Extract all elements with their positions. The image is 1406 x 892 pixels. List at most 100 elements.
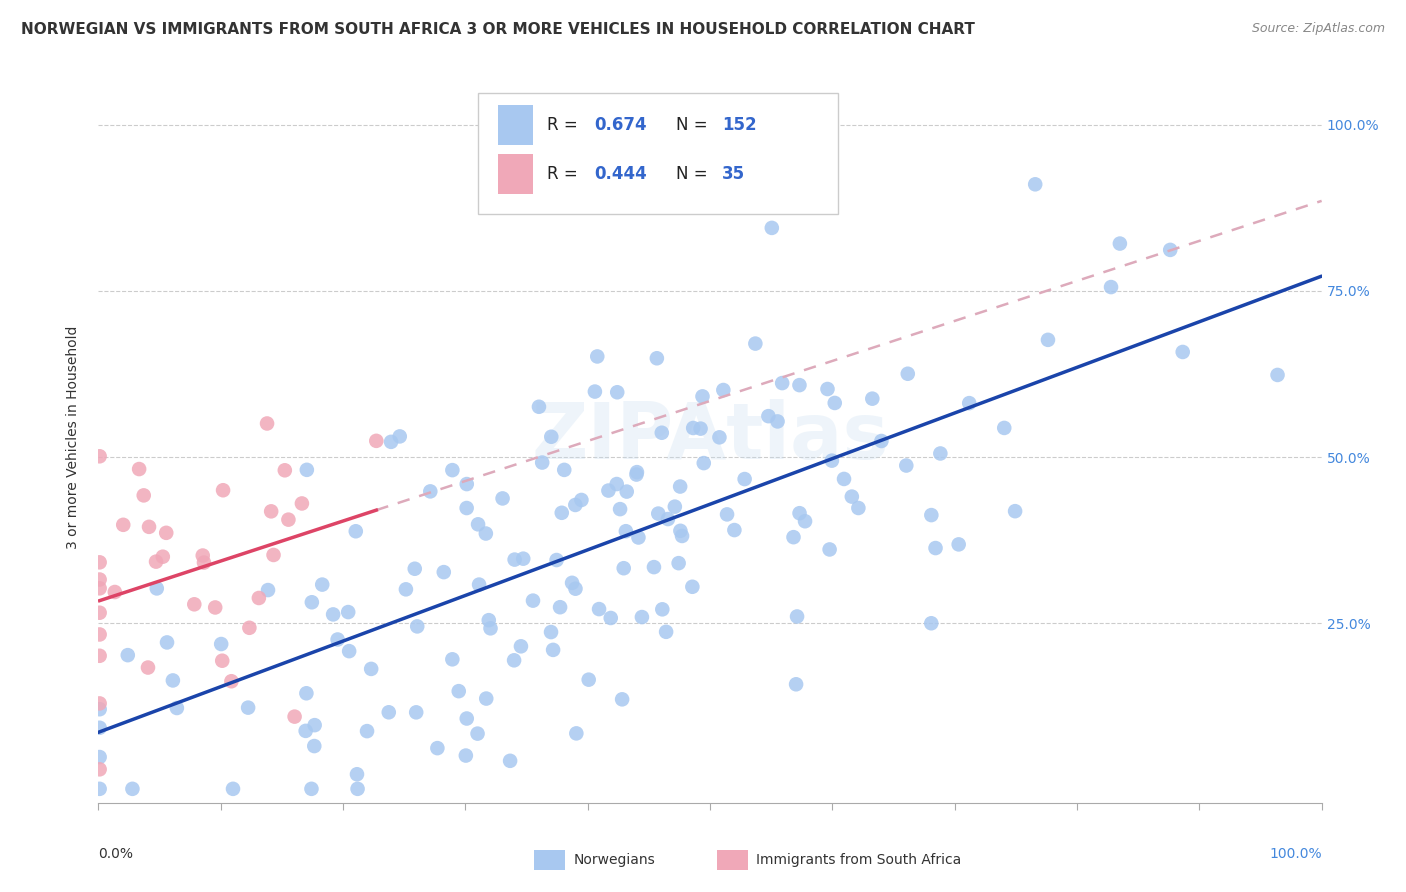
Point [1159, 243, 1181, 257]
Point [682, 421, 704, 435]
Point [162, 673, 184, 688]
Point [322, 607, 344, 622]
Point [121, 781, 143, 796]
Point [643, 560, 665, 574]
Point [626, 465, 648, 479]
Point [664, 500, 686, 514]
Point [512, 551, 534, 566]
Point [546, 553, 568, 567]
Point [578, 673, 600, 687]
Point [824, 396, 846, 410]
Point [132, 488, 155, 502]
Point [860, 392, 883, 406]
Point [553, 463, 575, 477]
Point [709, 430, 731, 444]
Point [693, 456, 716, 470]
Point [614, 524, 637, 539]
Point [821, 453, 844, 467]
Point [145, 555, 167, 569]
Point [655, 624, 678, 639]
Point [848, 501, 870, 516]
Point [734, 472, 756, 486]
Point [1171, 345, 1194, 359]
Point [337, 605, 360, 619]
Point [475, 526, 498, 541]
Point [613, 561, 636, 575]
Y-axis label: 3 or more Vehicles in Household: 3 or more Vehicles in Household [66, 326, 80, 549]
Point [571, 493, 593, 508]
Point [426, 741, 449, 756]
Point [770, 376, 793, 390]
Point [236, 700, 259, 714]
Point [89, 450, 111, 464]
Point [89, 697, 111, 711]
Point [586, 350, 609, 364]
Point [447, 684, 470, 698]
Point [260, 504, 283, 518]
Point [388, 429, 411, 443]
Point [789, 506, 811, 520]
Text: R =: R = [547, 116, 583, 134]
Point [1099, 280, 1122, 294]
Point [112, 517, 135, 532]
Point [527, 400, 550, 414]
Point [929, 446, 952, 460]
Point [456, 501, 478, 516]
Point [606, 385, 628, 400]
Point [657, 512, 679, 526]
Point [454, 748, 477, 763]
Point [277, 513, 299, 527]
Point [1267, 368, 1289, 382]
Point [689, 422, 711, 436]
Point [681, 580, 703, 594]
Point [468, 577, 491, 591]
Point [337, 644, 360, 658]
Point [564, 498, 586, 512]
Point [360, 662, 382, 676]
Point [841, 490, 863, 504]
Text: 100.0%: 100.0% [1270, 847, 1322, 861]
Point [304, 718, 326, 732]
Point [669, 479, 692, 493]
Point [897, 367, 920, 381]
Point [212, 483, 235, 498]
Text: 152: 152 [723, 116, 756, 134]
Point [616, 484, 638, 499]
Point [503, 653, 526, 667]
Text: 0.674: 0.674 [593, 116, 647, 134]
Point [456, 477, 478, 491]
Point [166, 701, 188, 715]
Point [723, 523, 745, 537]
Point [645, 351, 668, 366]
Point [761, 220, 783, 235]
Point [441, 652, 464, 666]
Point [441, 463, 464, 477]
FancyBboxPatch shape [498, 153, 533, 194]
Point [817, 382, 839, 396]
Point [522, 593, 544, 607]
Point [896, 458, 918, 473]
Point [346, 781, 368, 796]
Point [405, 706, 427, 720]
Point [598, 483, 620, 498]
Point [503, 552, 526, 566]
Point [419, 484, 441, 499]
Point [669, 524, 692, 538]
Point [89, 750, 111, 764]
Point [89, 573, 111, 587]
Point [610, 692, 633, 706]
Point [948, 537, 970, 551]
Text: ZIPAtlas: ZIPAtlas [531, 399, 889, 475]
Point [924, 541, 946, 555]
Point [104, 585, 127, 599]
Point [631, 610, 654, 624]
Point [89, 555, 111, 569]
Point [785, 677, 807, 691]
Point [301, 781, 323, 796]
Point [380, 434, 402, 449]
Point [818, 542, 841, 557]
Point [651, 602, 673, 616]
Point [626, 467, 648, 482]
Point [211, 654, 233, 668]
Point [716, 508, 738, 522]
